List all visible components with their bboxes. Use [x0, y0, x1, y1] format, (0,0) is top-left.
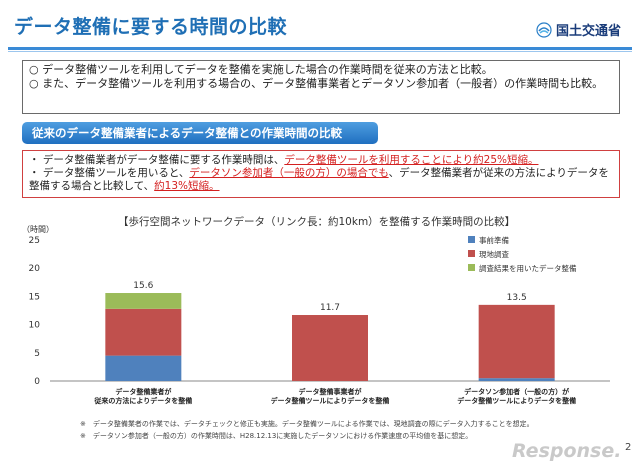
chart-title: 【歩行空間ネットワークデータ（リンク長：約10km）を整備する作業時間の比較】 [118, 216, 516, 228]
page-title: データ整備に要する時間の比較 [14, 16, 288, 38]
finding-2-text-mid: 、データ整備業者が従来の方法によりデータを整備する場合と比較して、 [29, 167, 609, 192]
ministry-name: 国土交通省 [556, 24, 622, 39]
bar-segment [105, 355, 182, 381]
legend-swatch [468, 264, 475, 271]
footnotes: ※ データ整備業者の作業では、データチェックと修正も実施。データ整備ツールによる… [80, 418, 534, 442]
finding-2: ・ データ整備ツールを用いると、データソン参加者（一般の方）の場合でも、データ整… [29, 167, 613, 193]
y-tick-label: 10 [29, 321, 41, 331]
bar-segment [105, 293, 182, 309]
page-number: 2 [625, 442, 632, 453]
intro-line-2: ○ また、データ整備ツールを利用する場合の、データ整備事業者とデータソン参加者（… [29, 77, 604, 90]
x-tick-label: データソン参加者（一般の方）が [464, 387, 569, 396]
y-tick-label: 15 [29, 292, 40, 302]
header: データ整備に要する時間の比較 国土交通省 [0, 0, 640, 52]
y-tick-label: 20 [29, 264, 41, 274]
ministry-logo: 国土交通省 [536, 20, 621, 39]
bar-total-label: 11.7 [320, 303, 340, 313]
legend-swatch [468, 250, 475, 257]
bar-segment [292, 315, 368, 381]
bar-total-label: 15.6 [133, 281, 153, 291]
watermark-logo: Response. [512, 440, 622, 462]
y-tick-label: 0 [34, 377, 40, 387]
x-tick-label: データ整備ツールによりデータを整備 [271, 396, 390, 405]
findings-box: ・ データ整備業者がデータ整備に要する作業時間は、データ整備ツールを利用すること… [22, 150, 620, 198]
intro-box: ○ データ整備ツールを利用してデータを整備を実施した場合の作業時間を従来の方法と… [22, 60, 620, 114]
legend-label: 調査結果を用いたデータ整備 [479, 263, 577, 273]
y-tick-label: 25 [29, 236, 40, 246]
header-divider-thin [8, 51, 632, 52]
bar-segment [478, 378, 555, 381]
x-tick-label: データ整備事業者が [299, 387, 362, 396]
y-axis-label: （時間） [22, 225, 54, 234]
legend-swatch [468, 236, 475, 243]
legend-label: 現地調査 [479, 249, 509, 259]
finding-1: ・ データ整備業者がデータ整備に要する作業時間は、データ整備ツールを利用すること… [29, 154, 613, 167]
finding-1-highlight: データ整備ツールを利用することにより約25%短縮。 [284, 154, 539, 166]
y-tick-label: 5 [34, 349, 40, 359]
finding-2-highlight: データソン参加者（一般の方）の場合でも [189, 167, 389, 179]
footnote-2: ※ データソン参加者（一般の方）の作業時間は、H28.12.13に実施したデータ… [80, 432, 473, 440]
finding-2-text: ・ データ整備ツールを用いると、 [29, 167, 190, 179]
bar-segment [105, 308, 182, 356]
ministry-emblem-icon [536, 21, 552, 38]
section-banner: 従来のデータ整備業者によるデータ整備との作業時間の比較 [22, 122, 378, 144]
legend-label: 事前準備 [479, 235, 509, 245]
header-divider [8, 47, 632, 50]
x-tick-label: データ整備ツールによりデータを整備 [457, 396, 576, 405]
footnote-1: ※ データ整備業者の作業では、データチェックと修正も実施。データ整備ツールによる… [80, 420, 534, 428]
bar-total-label: 13.5 [507, 293, 527, 303]
finding-2-highlight-2: 約13%短縮。 [154, 180, 220, 192]
intro-line-1: ○ データ整備ツールを利用してデータを整備を実施した場合の作業時間を従来の方法と… [29, 63, 493, 76]
bar-chart: （時間） 0 5 10 15 20 25 15.6 データ整備業者が従来の方法によりデータを整備… [22, 225, 610, 405]
x-tick-label: 従来の方法によりデータを整備 [93, 396, 192, 405]
finding-1-text: ・ データ整備業者がデータ整備に要する作業時間は、 [29, 154, 285, 166]
bar-segment [478, 304, 555, 379]
x-tick-label: データ整備業者が [115, 387, 171, 396]
